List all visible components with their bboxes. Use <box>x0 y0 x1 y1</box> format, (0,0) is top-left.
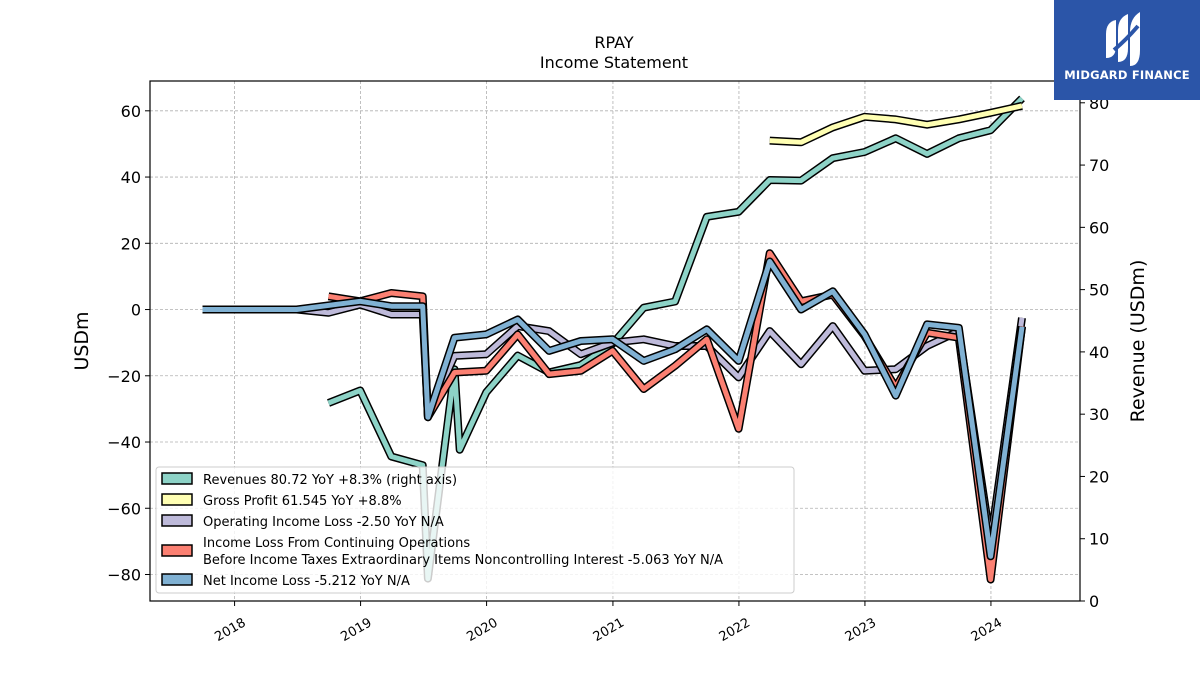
legend-label: Gross Profit 61.545 YoY +8.8% <box>203 494 402 509</box>
x-tick-label: 2018 <box>212 615 248 645</box>
y-tick-label-left: −80 <box>107 566 141 585</box>
series-stroke <box>202 302 1025 544</box>
chart-subtitle: Income Statement <box>540 53 688 72</box>
y-tick-label-left: 20 <box>121 234 141 253</box>
chart-title: RPAY <box>594 33 633 52</box>
legend-label: Revenues 80.72 YoY +8.3% (right axis) <box>203 473 457 488</box>
brand-logo: MIDGARD FINANCE <box>1054 0 1200 100</box>
y-axis-left: 60 40 20 0 −20 −40 −60 −80 <box>107 102 150 585</box>
y-tick-label-left: 0 <box>131 301 141 320</box>
y-axis-label-left: USDm <box>71 311 93 370</box>
legend-label: Income Loss From Continuing Operations <box>203 536 470 551</box>
x-tick-label: 2022 <box>717 615 753 645</box>
x-tick-label: 2023 <box>843 615 879 645</box>
legend-label: Operating Income Loss -2.50 YoY N/A <box>203 515 444 530</box>
legend-swatch <box>161 573 193 586</box>
y-tick-label-right: 50 <box>1089 281 1109 300</box>
chart-titles: RPAY Income Statement <box>540 33 688 72</box>
series-stroke <box>202 259 1025 559</box>
plot-frame <box>149 80 1081 602</box>
y-tick-label-right: 30 <box>1089 405 1109 424</box>
legend: Revenues 80.72 YoY +8.3% (right axis) Gro… <box>155 466 795 594</box>
series-stroke <box>769 103 1023 145</box>
y-tick-label-right: 40 <box>1089 343 1109 362</box>
series-line-4 <box>202 257 1026 561</box>
x-tick-label: 2020 <box>464 615 500 645</box>
x-tick-label: 2024 <box>969 615 1005 645</box>
logo-mark-icon <box>1106 12 1140 66</box>
y-tick-label-left: −60 <box>107 499 141 518</box>
series-line-2 <box>202 300 1026 546</box>
y-tick-label-left: 60 <box>121 102 141 121</box>
y-tick-label-left: −40 <box>107 433 141 452</box>
y-tick-label-right: 60 <box>1089 218 1109 237</box>
legend-label: Net Income Loss -5.212 YoY N/A <box>203 574 410 589</box>
x-axis: 2018 2019 2020 2021 2022 2023 2024 <box>212 601 1005 645</box>
y-tick-label-left: −20 <box>107 367 141 386</box>
legend-label: Before Income Taxes Extraordinary Items … <box>203 553 723 568</box>
y-tick-label-right: 0 <box>1089 592 1099 611</box>
series-line-1 <box>769 101 1023 147</box>
legend-box <box>155 466 795 594</box>
logo-text: MIDGARD FINANCE <box>1064 68 1190 82</box>
x-tick-label: 2019 <box>338 615 374 645</box>
y-tick-label-right: 10 <box>1089 530 1109 549</box>
grid <box>150 81 1080 601</box>
legend-swatch <box>161 514 193 527</box>
y-axis-label-right: Revenue (USDm) <box>1127 260 1149 423</box>
legend-swatch <box>161 544 193 557</box>
legend-swatch <box>161 472 193 485</box>
y-tick-label-right: 70 <box>1089 156 1109 175</box>
x-tick-label: 2021 <box>591 615 627 645</box>
legend-swatch <box>161 493 193 506</box>
y-tick-label-right: 20 <box>1089 467 1109 486</box>
y-tick-label-left: 40 <box>121 168 141 187</box>
